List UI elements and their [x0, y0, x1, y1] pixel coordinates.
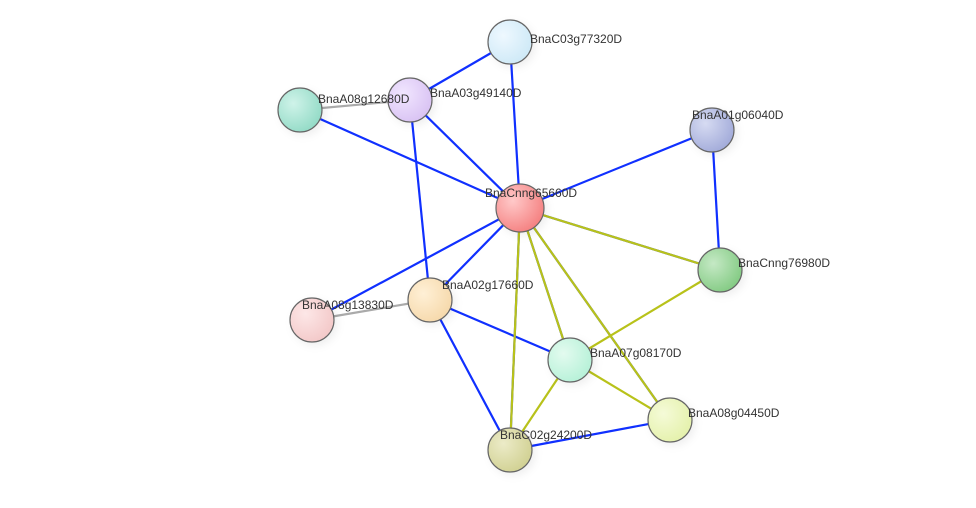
- network-svg: [0, 0, 976, 508]
- edge-BnaA01g06040D-BnaCnng76980D: [712, 130, 720, 270]
- node-label-BnaA07g08170D: BnaA07g08170D: [590, 346, 681, 360]
- node-label-BnaA08g04450D: BnaA08g04450D: [688, 406, 779, 420]
- edge-BnaA02g17660D-BnaC02g24200D: [430, 300, 510, 450]
- edge-BnaA07g08170D-BnaA08g04450D: [570, 360, 670, 420]
- node-BnaA08g12680D[interactable]: [278, 88, 322, 132]
- edge-BnaA03g49140D-BnaA02g17660D: [410, 100, 430, 300]
- edge-BnaCnng65660D-BnaC02g24200D: [510, 208, 520, 450]
- node-BnaA08g04450D[interactable]: [648, 398, 692, 442]
- node-label-BnaCnng65660D: BnaCnng65660D: [485, 186, 577, 200]
- node-label-BnaA08g13830D: BnaA08g13830D: [302, 298, 393, 312]
- node-BnaC03g77320D[interactable]: [488, 20, 532, 64]
- node-label-BnaA01g06040D: BnaA01g06040D: [692, 108, 783, 122]
- edge-BnaCnng65660D-BnaC03g77320D: [510, 42, 520, 208]
- edge-BnaCnng65660D-BnaC02g24200D: [510, 208, 520, 450]
- network-canvas: BnaCnng65660D BnaC03g77320D BnaA03g49140D B…: [0, 0, 976, 508]
- node-label-BnaCnng76980D: BnaCnng76980D: [738, 256, 830, 270]
- edge-BnaCnng65660D-BnaCnng76980D: [520, 208, 720, 270]
- edge-BnaCnng65660D-BnaA08g04450D: [520, 208, 670, 420]
- node-BnaA07g08170D[interactable]: [548, 338, 592, 382]
- edge-BnaCnng65660D-BnaCnng76980D: [520, 208, 720, 270]
- node-label-BnaC02g24200D: BnaC02g24200D: [500, 428, 592, 442]
- edge-BnaA02g17660D-BnaA07g08170D: [430, 300, 570, 360]
- node-BnaCnng76980D[interactable]: [698, 248, 742, 292]
- edge-BnaCnng65660D-BnaA08g04450D: [520, 208, 670, 420]
- node-label-BnaA02g17660D: BnaA02g17660D: [442, 278, 533, 292]
- node-label-BnaA03g49140D: BnaA03g49140D: [430, 86, 521, 100]
- node-label-BnaA08g12680D: BnaA08g12680D: [318, 92, 409, 106]
- node-label-BnaC03g77320D: BnaC03g77320D: [530, 32, 622, 46]
